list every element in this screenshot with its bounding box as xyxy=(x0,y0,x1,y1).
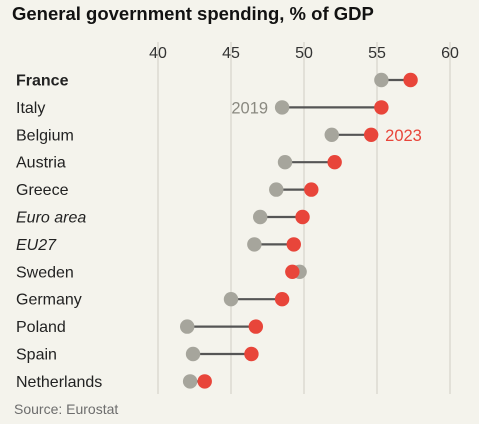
point-2019 xyxy=(182,374,198,389)
category-label: Sweden xyxy=(16,264,74,281)
category-labels: France Italy Belgium Austria Greece Euro area… xyxy=(16,73,102,391)
category-label: EU27 xyxy=(16,237,57,254)
point-2023 xyxy=(363,127,379,142)
category-label: Germany xyxy=(16,292,82,309)
point-2019 xyxy=(185,346,201,362)
point-2023 xyxy=(286,237,301,252)
x-tick-label: 60 xyxy=(441,45,459,62)
annotations: 2019 2023 xyxy=(231,99,421,144)
point-2023 xyxy=(403,72,418,88)
category-label: Euro area xyxy=(16,210,86,227)
point-2019 xyxy=(247,237,262,252)
point-2019 xyxy=(180,319,195,334)
point-2019 xyxy=(274,100,290,115)
x-tick-label: 40 xyxy=(149,45,167,62)
series-annotation-2019: 2019 xyxy=(231,99,268,117)
data-points xyxy=(180,72,418,389)
x-tick-label: 55 xyxy=(368,45,386,62)
x-tick-label: 50 xyxy=(295,45,313,62)
chart-title: General government spending, % of GDP xyxy=(12,3,374,24)
point-2023 xyxy=(274,292,290,307)
point-2023 xyxy=(197,374,212,389)
point-2019 xyxy=(223,292,239,307)
source-note: Source: Eurostat xyxy=(14,401,119,417)
point-2023 xyxy=(244,346,259,362)
point-2023 xyxy=(327,155,342,170)
point-2023 xyxy=(295,209,310,225)
category-label: Poland xyxy=(16,319,66,336)
x-axis-ticks: 40 45 50 55 60 xyxy=(149,45,459,62)
point-2019 xyxy=(269,182,284,197)
point-2019 xyxy=(324,127,339,142)
point-2019 xyxy=(253,209,268,225)
series-annotation-2023: 2023 xyxy=(385,127,422,145)
x-tick-label: 45 xyxy=(222,45,240,62)
category-label: Greece xyxy=(16,182,69,199)
category-label: Belgium xyxy=(16,127,74,144)
point-2023 xyxy=(374,100,389,115)
category-label: Austria xyxy=(16,155,66,172)
point-2019 xyxy=(277,155,293,170)
point-2019 xyxy=(374,72,389,88)
point-2023 xyxy=(248,319,264,334)
point-2023 xyxy=(285,264,300,279)
category-label: France xyxy=(16,73,69,90)
category-label: Italy xyxy=(16,100,45,117)
category-label: Netherlands xyxy=(16,374,102,391)
category-label: Spain xyxy=(16,347,57,364)
point-2023 xyxy=(304,182,319,197)
